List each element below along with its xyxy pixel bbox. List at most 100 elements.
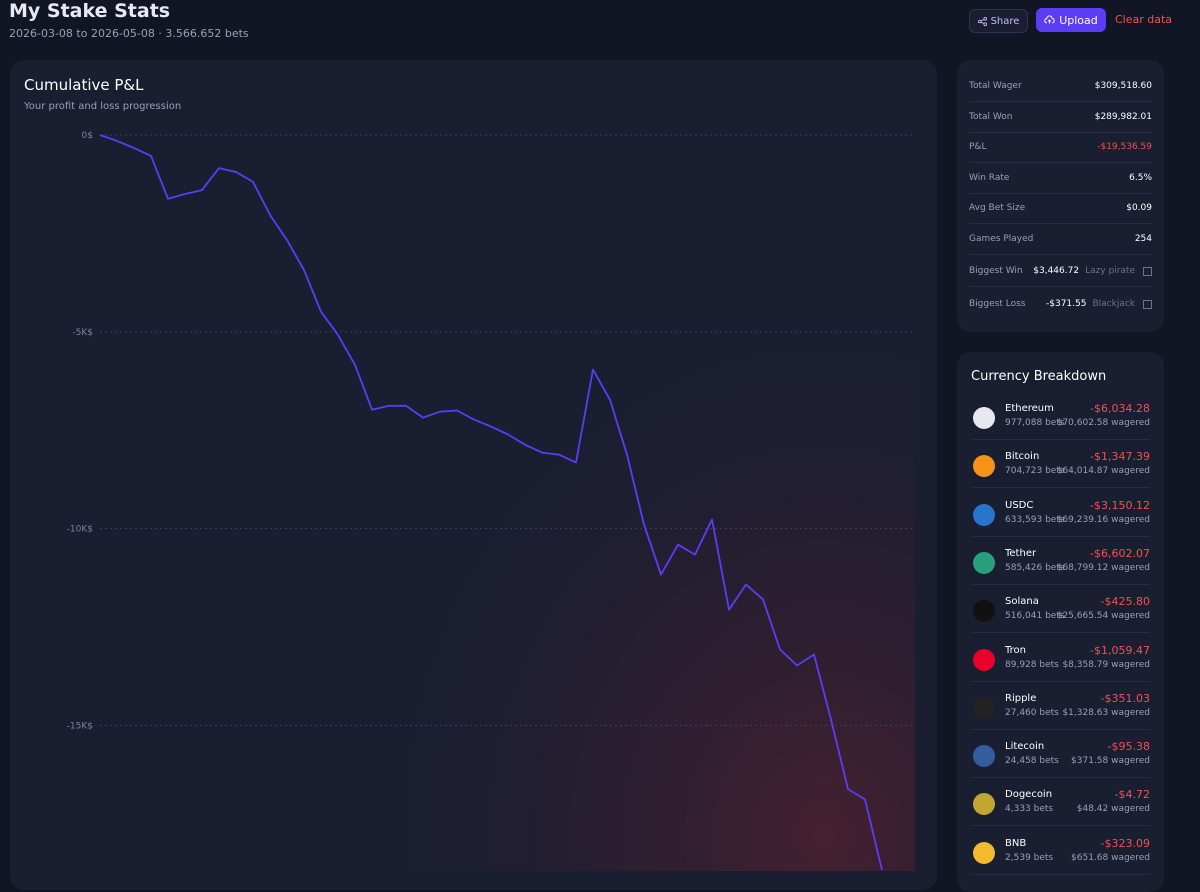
- chart-subtitle: Your profit and loss progression: [23, 101, 181, 112]
- currency-row[interactable]: Bitcoin 704,723 bets -$1,347.39 $64,014.87 …: [971, 447, 1150, 489]
- upload-label: Upload: [1059, 13, 1098, 27]
- game-link[interactable]: Lazy pirate: [1085, 266, 1135, 276]
- y-tick-label: -10K$: [67, 525, 93, 535]
- currency-row[interactable]: Ripple 27,460 bets -$351.03 $1,328.63 wager…: [971, 689, 1150, 730]
- stat-value: 254: [1134, 233, 1152, 244]
- currency-icon: [973, 503, 995, 526]
- stat-label: Total Wager: [969, 81, 1022, 91]
- currency-row[interactable]: Tether 585,426 bets -$6,602.07 $68,799.12 w…: [971, 544, 1150, 585]
- currency-row[interactable]: Solana 516,041 bets -$425.80 $25,665.54 wag…: [971, 592, 1150, 634]
- currency-wagered: $8,358.79 wagered: [1062, 659, 1150, 670]
- currency-icon: [973, 407, 995, 429]
- chart-title: Cumulative P&L: [24, 76, 144, 94]
- stat-value: $309,518.60: [1094, 81, 1152, 91]
- currency-pnl: -$6,602.07: [1090, 546, 1150, 560]
- currency-pnl: -$425.80: [1100, 595, 1150, 609]
- currency-icon: [973, 793, 995, 816]
- page: My Stake Stats 2026-03-08 to 2026-05-08 …: [9, 0, 1173, 892]
- stat-row: Win Rate 6.5%: [969, 163, 1152, 194]
- y-tick-label: -5K$: [72, 328, 93, 338]
- stat-label: Win Rate: [969, 172, 1010, 183]
- currency-bets: 585,426 bets: [1005, 562, 1065, 573]
- currency-icon: [973, 841, 995, 864]
- stats-card: Total Wager $309,518.60 Total Won $289,982.…: [957, 60, 1164, 332]
- clear-button[interactable]: Clear data: [1115, 13, 1173, 26]
- currency-name: Litecoin: [1005, 741, 1045, 753]
- stat-label: P&L: [969, 142, 987, 152]
- currency-wagered: $69,239.16 wagered: [1056, 514, 1150, 525]
- share-button[interactable]: Share: [969, 9, 1028, 33]
- currency-wagered: $64,014.87 wagered: [1056, 466, 1150, 477]
- currency-card: Currency Breakdown Ethereum 977,088 bets -…: [957, 352, 1164, 892]
- pnl-line: [99, 134, 883, 871]
- external-link-icon[interactable]: [1143, 266, 1152, 276]
- upload-icon: [1044, 15, 1055, 24]
- currency-row[interactable]: Ethereum 977,088 bets -$6,034.28 $70,602.58…: [971, 399, 1150, 440]
- currency-icon: [973, 745, 995, 768]
- currency-row[interactable]: Litecoin 24,458 bets -$95.38 $371.58 wagere…: [971, 737, 1150, 779]
- currency-name: Bitcoin: [1005, 451, 1040, 463]
- stat-row: Avg Bet Size $0.09: [969, 193, 1152, 224]
- currency-name: BNB: [1005, 837, 1027, 849]
- biggest-row: Biggest Loss -$371.55 Blackjack: [969, 289, 1152, 319]
- stat-label: Avg Bet Size: [969, 203, 1026, 213]
- currency-wagered: $48.42 wagered: [1076, 804, 1150, 815]
- currency-row[interactable]: Tron 89,928 bets -$1,059.47 $8,358.79 wager…: [971, 641, 1150, 682]
- currency-bets: 516,041 bets: [1005, 611, 1065, 622]
- stat-value: $0.09: [1126, 203, 1152, 213]
- stat-value: 6.5%: [1129, 172, 1152, 183]
- stat-value: -$19,536.59: [1097, 142, 1152, 152]
- currency-bets: 704,723 bets: [1005, 466, 1065, 477]
- currency-row[interactable]: BNB 2,539 bets -$323.09 $651.68 wagered: [971, 834, 1150, 875]
- currency-pnl: -$1,347.39: [1090, 450, 1150, 464]
- y-tick-label: -15K$: [67, 721, 93, 731]
- currency-icon: [973, 551, 995, 574]
- currency-bets: 27,460 bets: [1005, 707, 1059, 718]
- y-tick-label: 0$: [82, 131, 93, 141]
- currency-icon: [973, 696, 995, 719]
- stat-value: $3,446.72: [1033, 266, 1080, 276]
- currency-title: Currency Breakdown: [971, 369, 1107, 384]
- currency-bets: 633,593 bets: [1005, 514, 1065, 525]
- currency-bets: 89,928 bets: [1005, 659, 1059, 670]
- currency-pnl: -$3,150.12: [1090, 498, 1150, 512]
- stat-row: Games Played 254: [969, 224, 1152, 255]
- currency-icon: [973, 648, 995, 671]
- currency-bets: 4,333 bets: [1005, 804, 1054, 815]
- currency-wagered: $371.58 wagered: [1071, 756, 1150, 767]
- external-link-icon[interactable]: [1143, 299, 1152, 309]
- currency-wagered: $25,665.54 wagered: [1056, 611, 1150, 622]
- game-link[interactable]: Blackjack: [1092, 299, 1135, 309]
- stat-row: P&L -$19,536.59: [969, 132, 1152, 163]
- share-label: Share: [990, 15, 1020, 27]
- chart: Cumulative P&L Your profit and loss prog…: [23, 76, 915, 871]
- page-title: My Stake Stats: [9, 0, 171, 22]
- currency-pnl: -$1,059.47: [1090, 643, 1150, 657]
- currency-wagered: $70,602.58 wagered: [1056, 418, 1150, 428]
- upload-button[interactable]: Upload: [1036, 8, 1106, 32]
- currency-name: Tether: [1005, 547, 1037, 559]
- page-subtitle: 2026-03-08 to 2026-05-08 · 3.566.652 bet…: [9, 27, 249, 40]
- currency-name: Dogecoin: [1005, 789, 1053, 801]
- currency-name: USDC: [1005, 499, 1034, 511]
- currency-pnl: -$95.38: [1107, 740, 1150, 754]
- currency-bets: 2,539 bets: [1005, 852, 1054, 863]
- share-icon: [977, 16, 987, 26]
- biggest-row: Biggest Win $3,446.72 Lazy pirate: [969, 256, 1152, 287]
- currency-bets: 977,088 bets: [1005, 418, 1065, 428]
- currency-name: Solana: [1005, 596, 1039, 608]
- currency-pnl: -$351.03: [1100, 691, 1150, 705]
- stat-value: $289,982.01: [1094, 111, 1152, 122]
- currency-row[interactable]: USDC 633,593 bets -$3,150.12 $69,239.16 wag…: [971, 496, 1150, 537]
- currency-icon: [973, 455, 995, 478]
- currency-name: Ethereum: [1005, 403, 1054, 414]
- currency-wagered: $1,328.63 wagered: [1062, 707, 1150, 718]
- currency-pnl: -$323.09: [1100, 836, 1150, 850]
- chart-card: Cumulative P&L Your profit and loss prog…: [10, 60, 937, 890]
- currency-pnl: -$6,034.28: [1090, 402, 1150, 415]
- currency-row[interactable]: Dogecoin 4,333 bets -$4.72 $48.42 wagered: [971, 785, 1150, 827]
- stat-label: Biggest Win: [969, 266, 1023, 276]
- stat-label: Biggest Loss: [969, 299, 1026, 309]
- stat-label: Games Played: [969, 233, 1034, 244]
- stat-value: -$371.55: [1046, 299, 1087, 309]
